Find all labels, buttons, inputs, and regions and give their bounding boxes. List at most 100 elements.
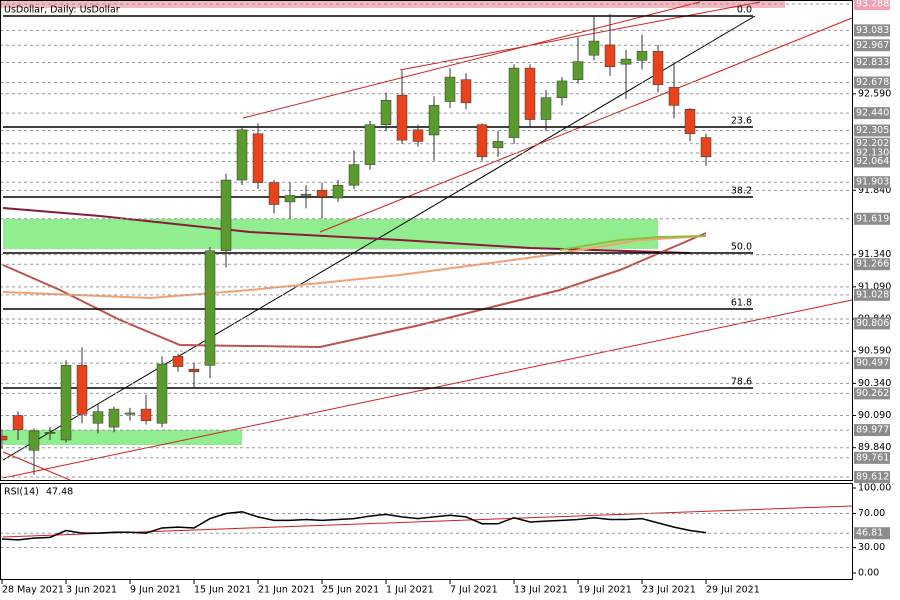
rsi-tick-label: 30.00 (858, 542, 885, 553)
candle-body (188, 368, 200, 373)
level-label: 92.967 (856, 40, 889, 51)
level-label: 89.612 (856, 472, 889, 483)
level-box (854, 155, 890, 168)
x-tick-label: 9 Jun 2021 (130, 585, 181, 596)
candle-body (300, 193, 312, 196)
moving-average (2, 235, 707, 300)
candle-body (316, 190, 328, 198)
candle-body (140, 408, 152, 421)
candle-body (652, 51, 664, 86)
level-box (854, 451, 890, 464)
level-box (854, 527, 890, 540)
level-label: 90.806 (856, 318, 889, 329)
level-box (854, 124, 890, 137)
x-tick-label: 13 Jul 2021 (514, 585, 568, 596)
x-tick-label: 7 Jul 2021 (450, 585, 498, 596)
candle-body (156, 363, 168, 424)
y-tick-label: 91.090 (858, 281, 891, 292)
candle-body (252, 133, 264, 183)
candle-body (204, 250, 216, 366)
candle-body (588, 40, 600, 56)
level-box (854, 107, 890, 120)
candle-body (636, 51, 648, 61)
level-label: 92.130 (856, 148, 889, 159)
candle-body (604, 44, 616, 68)
candle-body (444, 76, 456, 102)
support-zone (3, 219, 658, 249)
rsi-tick-label: 100.00 (858, 483, 891, 494)
rsi-value: 47.48 (46, 487, 73, 498)
level-label: 91.028 (856, 289, 889, 300)
level-label: 90.497 (856, 358, 889, 369)
candle-body (428, 105, 440, 136)
candle-body (284, 195, 296, 203)
annotations (2, 1, 853, 538)
fib-label: 50.0 (731, 241, 752, 252)
x-tick-label: 19 Jul 2021 (578, 585, 632, 596)
level-box (854, 176, 890, 189)
candle-body (220, 179, 232, 252)
y-tick-label: 92.590 (858, 88, 891, 99)
fib-label: 38.2 (731, 186, 752, 197)
candle-body (620, 58, 632, 65)
x-tick-label: 28 May 2021 (2, 585, 64, 596)
fib-label: 78.6 (731, 376, 752, 387)
level-box (854, 0, 890, 10)
fib-label: 61.8 (731, 297, 752, 308)
candle-body (460, 79, 472, 104)
level-label: 92.064 (856, 156, 889, 167)
level-box (854, 357, 890, 370)
level-label: 93.288 (856, 0, 889, 9)
level-box (854, 137, 890, 150)
candle-body (380, 99, 392, 125)
level-label: 92.440 (856, 108, 889, 119)
level-label: 92.678 (856, 77, 889, 88)
rsi-line (1, 511, 707, 541)
x-tick-label: 23 Jul 2021 (642, 585, 696, 596)
level-box (854, 56, 890, 69)
moving-average (559, 235, 707, 251)
candle-body (60, 365, 72, 441)
candle-body (172, 356, 184, 367)
x-tick-label: 21 Jun 2021 (258, 585, 315, 596)
y-tick-label: 91.340 (858, 249, 891, 260)
candle-body (684, 109, 696, 134)
y-tick-label: 91.840 (858, 185, 891, 196)
rsi-panel-frame (0, 483, 853, 580)
candle-body (332, 184, 344, 199)
level-box (854, 39, 890, 52)
level-label: 93.083 (856, 25, 889, 36)
candle-body (124, 412, 136, 415)
level-box (854, 212, 890, 225)
level-box (854, 24, 890, 37)
rsi-level-label: 46.81 (856, 528, 883, 539)
y-tick-label: 90.090 (858, 410, 891, 421)
candle-body (44, 432, 56, 434)
candle-body (12, 415, 24, 430)
level-label: 92.833 (856, 57, 889, 68)
rsi-tick-label: 0.00 (858, 568, 879, 579)
candle-body (268, 182, 280, 205)
level-label: 91.619 (856, 213, 889, 224)
level-label: 89.977 (856, 425, 889, 436)
level-box (854, 258, 890, 271)
candle-body (28, 430, 40, 451)
x-tick-label: 15 Jun 2021 (194, 585, 251, 596)
channel-line (399, 1, 761, 71)
candle-body (364, 124, 376, 165)
rsi-trend-line (2, 505, 853, 538)
y-tick-label: 90.340 (858, 378, 891, 389)
level-label: 90.262 (856, 388, 889, 399)
candle-body (108, 408, 120, 428)
level-label: 92.305 (856, 125, 889, 136)
x-tick-label: 29 Jul 2021 (706, 585, 760, 596)
level-box (854, 288, 890, 301)
channel-line (2, 451, 71, 481)
candle-body (412, 129, 424, 142)
level-label: 91.266 (856, 259, 889, 270)
channel-line (2, 299, 853, 479)
fib-label: 0.0 (737, 4, 752, 15)
rsi-tick-label: 70.00 (858, 508, 885, 519)
